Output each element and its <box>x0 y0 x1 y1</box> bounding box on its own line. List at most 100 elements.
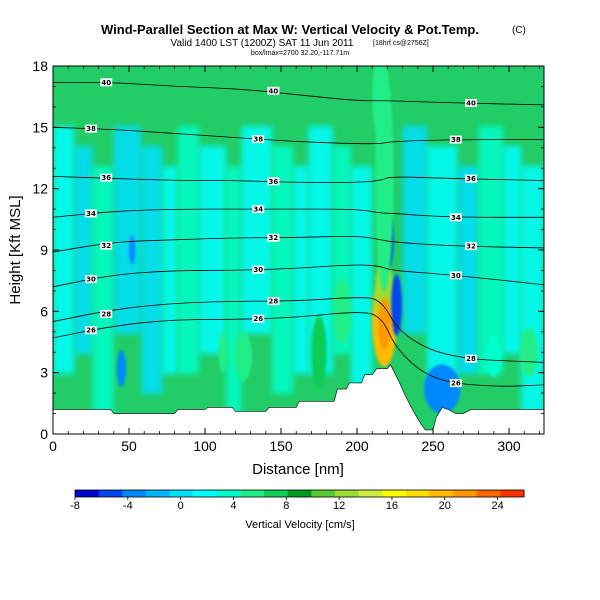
x-tick-label: 50 <box>121 438 137 454</box>
fill-band <box>457 166 479 374</box>
theta-label: 38 <box>253 136 263 144</box>
x-axis-label: Distance [nm] <box>252 461 344 478</box>
fill-band <box>271 146 294 394</box>
theta-label: 34 <box>253 206 263 214</box>
theta-label-box <box>465 98 478 107</box>
chart-title: Wind-Parallel Section at Max W: Vertical… <box>101 22 479 37</box>
theta-label: 30 <box>253 266 263 274</box>
theta-contour <box>53 312 544 387</box>
theta-label-box <box>85 124 98 133</box>
theta-label: 28 <box>269 298 279 306</box>
x-tick-label: 0 <box>49 438 57 454</box>
theta-label: 28 <box>101 310 111 318</box>
theta-label-box <box>85 275 98 284</box>
colorbar-tick-label: -8 <box>70 500 80 512</box>
plot-area: 26 26 26 28 28 28 30 30 30 32 32 32 34 34 34 36 36 36 38 38… <box>53 66 544 434</box>
y-tick-label: 6 <box>40 303 48 319</box>
theta-label-box <box>100 173 113 182</box>
theta-label: 32 <box>269 234 279 242</box>
theta-label: 28 <box>466 355 476 363</box>
colorbar-tick-label: 24 <box>491 500 503 512</box>
colorbar-cell <box>334 490 360 497</box>
x-tick-label: 300 <box>497 438 521 454</box>
colorbar-cell <box>122 490 147 497</box>
colorbar-tick-label: 12 <box>333 500 345 512</box>
fill-band <box>521 166 544 414</box>
fill-band <box>177 126 199 374</box>
colorbar-cell <box>216 490 241 497</box>
theta-label-box <box>85 326 98 335</box>
colorbar-label: Vertical Velocity [cm/s] <box>245 519 354 531</box>
fill-band <box>113 126 142 334</box>
theta-label: 26 <box>451 380 461 388</box>
chart-subtitle: Valid 1400 LST (1200Z) SAT 11 Jun 2011 <box>171 38 354 49</box>
fill-band <box>502 146 522 354</box>
theta-label-box <box>465 354 478 363</box>
theta-label: 26 <box>86 327 96 335</box>
chart-subtitle2: box/lmax=2700 32.20,-117.71m <box>251 50 349 57</box>
theta-label: 30 <box>451 272 461 280</box>
velocity-feature <box>423 364 461 414</box>
colorbar-cell <box>358 490 383 497</box>
theta-label: 38 <box>86 125 96 133</box>
fill-band <box>162 166 178 374</box>
colorbar-cell <box>98 490 123 497</box>
velocity-feature <box>129 235 136 265</box>
theta-label-box <box>100 241 113 250</box>
velocity-features <box>116 66 538 414</box>
colorbar-cells <box>75 490 525 497</box>
theta-label-box <box>449 135 462 144</box>
x-tick-label: 100 <box>193 438 217 454</box>
theta-contour <box>53 297 544 363</box>
theta-label: 30 <box>86 276 96 284</box>
theta-label-box <box>449 271 462 280</box>
theta-label: 26 <box>253 315 263 323</box>
chart-subtitle-mark: [18hrf cs@2756Z] <box>373 40 429 47</box>
velocity-feature <box>218 331 228 373</box>
x-tick-label: 150 <box>269 438 293 454</box>
theta-label-box <box>449 213 462 222</box>
y-tick-label: 15 <box>32 119 48 135</box>
colorbar-cell <box>75 490 100 497</box>
fill-band <box>241 126 272 334</box>
theta-contours: 26 26 26 28 28 28 30 30 30 32 32 32 34 34 34 36 36 36 38 38… <box>53 78 544 388</box>
theta-label: 32 <box>101 242 111 250</box>
theta-label-box <box>267 177 280 186</box>
fill-band <box>293 166 309 374</box>
theta-label-box <box>267 233 280 242</box>
theta-label-box <box>85 209 98 218</box>
colorbar-tick-label: 4 <box>230 500 236 512</box>
y-tick-label: 18 <box>32 58 48 74</box>
colorbar-tick-label: -4 <box>123 500 133 512</box>
colorbar-cell <box>453 490 478 497</box>
theta-label: 40 <box>269 87 279 95</box>
colorbar-cell <box>476 490 501 497</box>
theta-label: 36 <box>269 178 279 186</box>
theta-label: 36 <box>101 174 111 182</box>
velocity-feature <box>519 327 538 377</box>
theta-label-box <box>267 86 280 95</box>
chart-title-mark: (C) <box>512 25 526 36</box>
colorbar-cell <box>405 490 430 497</box>
velocity-feature <box>391 274 402 336</box>
colorbar-cell <box>264 490 289 497</box>
colorbar-cell <box>287 490 312 497</box>
theta-label: 36 <box>466 175 476 183</box>
velocity-feature <box>486 335 502 377</box>
theta-label: 32 <box>466 243 476 251</box>
colorbar-tick-label: 16 <box>386 500 398 512</box>
theta-label-box <box>465 174 478 183</box>
theta-label-box <box>449 379 462 388</box>
theta-label-box <box>100 78 113 87</box>
fill-band <box>402 126 427 334</box>
colorbar-ticks: -8 -4 0 4 8 12 16 20 24 <box>70 497 504 512</box>
theta-contour <box>53 235 544 253</box>
fill-band <box>141 146 163 394</box>
x-tick-label: 200 <box>345 438 369 454</box>
theta-contour <box>53 176 544 183</box>
fill-band <box>74 146 93 354</box>
colorbar-cell <box>240 490 265 497</box>
colorbar-cell <box>429 490 454 497</box>
theta-contour <box>53 264 544 288</box>
